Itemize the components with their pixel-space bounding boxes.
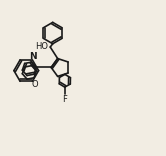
- Text: F: F: [62, 95, 67, 103]
- Text: O: O: [32, 80, 38, 89]
- Text: N: N: [29, 52, 37, 61]
- Text: HO: HO: [36, 42, 49, 51]
